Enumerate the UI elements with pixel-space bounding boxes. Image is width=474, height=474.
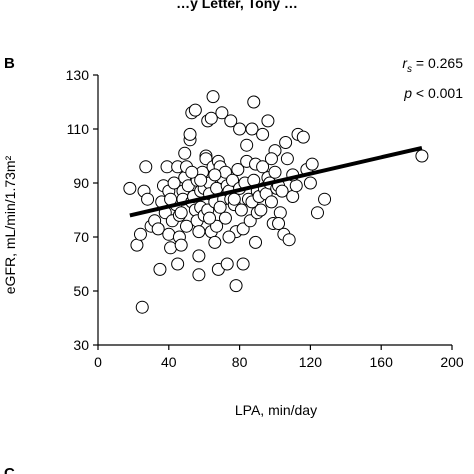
- data-point: [279, 136, 293, 149]
- data-point: [171, 257, 185, 271]
- y-tick-label: 50: [73, 283, 89, 299]
- data-point: [254, 203, 268, 217]
- p-annotation: p < 0.001: [403, 85, 463, 101]
- data-point: [213, 200, 227, 214]
- data-point: [192, 268, 206, 282]
- data-point: [199, 152, 213, 166]
- data-point: [123, 181, 137, 195]
- data-point: [210, 219, 224, 233]
- data-point: [185, 165, 199, 179]
- data-point: [236, 257, 250, 271]
- data-point: [162, 227, 176, 241]
- y-axis-title: eGFR, mL/min/1.73m²: [2, 155, 18, 294]
- data-point: [206, 90, 220, 104]
- data-point: [220, 257, 234, 271]
- y-tick-label: 70: [73, 229, 89, 245]
- data-point: [178, 146, 192, 160]
- data-point: [310, 206, 324, 220]
- data-point: [286, 190, 300, 203]
- data-point: [231, 163, 245, 176]
- data-point: [133, 227, 147, 241]
- x-axis-title: LPA, min/day: [235, 402, 317, 418]
- data-point: [188, 103, 202, 117]
- data-point: [218, 211, 232, 225]
- data-point: [289, 179, 303, 193]
- rs-subscript: s: [407, 64, 412, 75]
- rs-symbol: r: [402, 55, 408, 71]
- data-point: [174, 206, 188, 220]
- data-point: [268, 165, 282, 179]
- data-point: [234, 203, 248, 217]
- data-point: [296, 130, 310, 144]
- data-point: [226, 173, 240, 187]
- data-point: [183, 127, 197, 141]
- data-point: [227, 192, 241, 206]
- data-point: [236, 222, 250, 236]
- data-point: [318, 192, 332, 206]
- data-point: [243, 214, 257, 228]
- data-point: [204, 111, 218, 125]
- data-point: [222, 230, 236, 244]
- data-point: [264, 152, 278, 166]
- x-tick-label: 200: [440, 354, 464, 370]
- data-point: [135, 300, 149, 314]
- y-tick-label: 110: [67, 121, 90, 137]
- data-point: [240, 138, 254, 152]
- data-point: [192, 249, 206, 263]
- data-point: [229, 279, 243, 293]
- y-tick-label: 30: [73, 337, 89, 353]
- data-point: [273, 206, 287, 220]
- panel-label: B: [4, 55, 15, 72]
- x-tick-label: 160: [370, 354, 394, 370]
- data-point: [192, 225, 206, 239]
- top-caption: …y Letter, Tony …: [176, 0, 298, 11]
- data-point: [174, 238, 188, 252]
- data-point: [141, 192, 155, 206]
- data-point: [256, 160, 270, 174]
- x-tick-label: 40: [161, 354, 177, 370]
- data-point: [167, 176, 181, 190]
- data-point: [247, 95, 261, 109]
- axes: 0 40 80 120 160 200 30 50 70 90 110 130: [66, 67, 464, 370]
- x-tick-label: 80: [232, 354, 248, 370]
- data-point: [303, 176, 317, 190]
- trend-line-group: [129, 145, 423, 218]
- data-point: [261, 114, 275, 128]
- p-symbol: p: [403, 85, 412, 101]
- data-point: [233, 122, 247, 136]
- data-point: [208, 235, 222, 249]
- data-point: [275, 184, 289, 198]
- data-point: [139, 160, 153, 174]
- data-point: [215, 106, 229, 120]
- data-point: [208, 168, 222, 182]
- data-points: [123, 90, 429, 314]
- p-value: < 0.001: [412, 85, 463, 101]
- data-point: [153, 262, 167, 276]
- data-point: [280, 152, 294, 166]
- data-point: [415, 149, 429, 163]
- rs-value: = 0.265: [412, 55, 463, 71]
- data-point: [224, 114, 238, 128]
- data-point: [256, 127, 270, 141]
- x-tick-label: 0: [94, 354, 102, 370]
- y-tick-label: 90: [73, 175, 89, 191]
- data-point: [194, 173, 208, 187]
- data-point: [245, 122, 259, 136]
- data-point: [264, 195, 278, 209]
- trend-line: [129, 145, 423, 218]
- data-point: [164, 241, 178, 255]
- data-point: [180, 219, 193, 233]
- data-point: [203, 211, 217, 225]
- data-point: [282, 233, 296, 247]
- data-point: [151, 222, 165, 236]
- data-point: [272, 217, 286, 230]
- rs-annotation: rs = 0.265: [402, 55, 463, 75]
- data-point: [130, 238, 144, 252]
- data-point: [305, 157, 319, 171]
- x-tick-label: 120: [299, 354, 323, 370]
- next-panel-label: C: [4, 465, 15, 474]
- data-point: [249, 235, 263, 249]
- y-tick-label: 130: [66, 67, 90, 83]
